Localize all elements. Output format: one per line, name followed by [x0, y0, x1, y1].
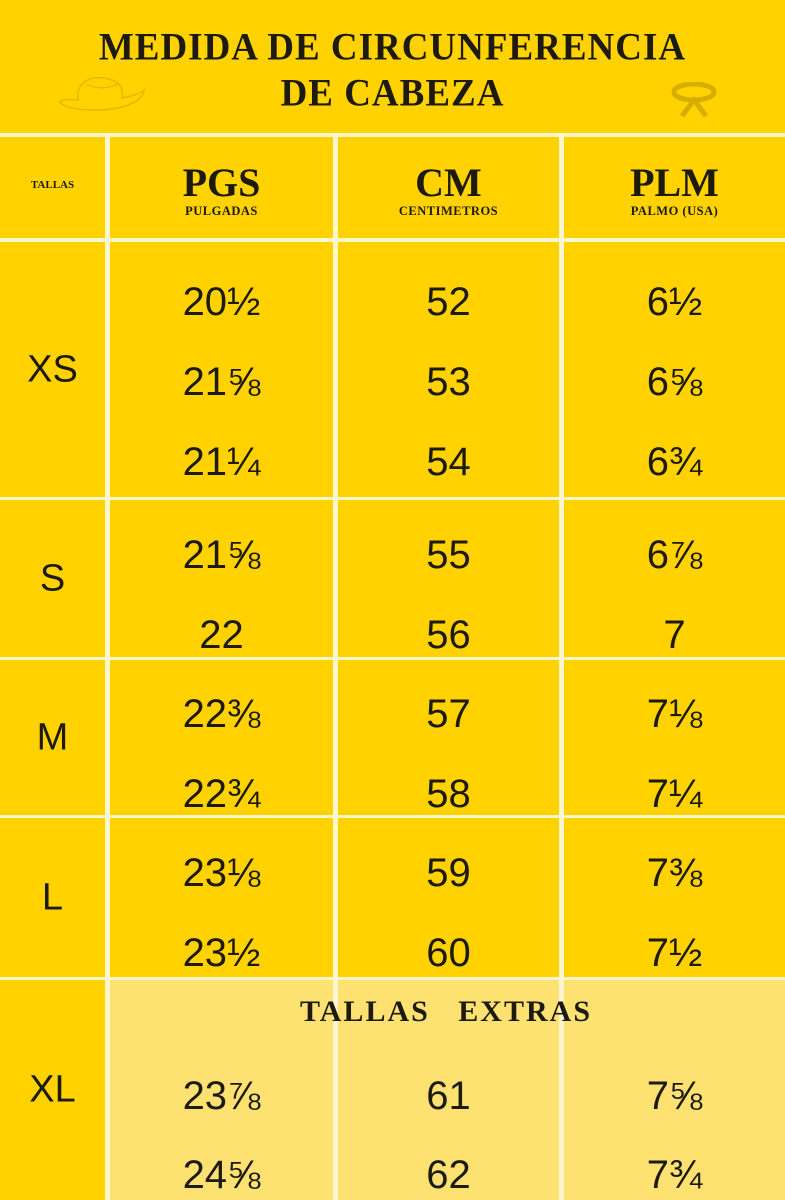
table-value: 62	[426, 1153, 471, 1197]
size-label: XL	[29, 1068, 76, 1111]
column-header-label: PGS	[182, 160, 261, 205]
value-column-cell: 7⅛ 7¼	[564, 660, 785, 816]
size-label: S	[39, 557, 66, 599]
table-value: 22¾	[182, 772, 261, 816]
table-value: 6⅝	[646, 360, 703, 404]
column-header-sublabel: PULGADAS	[185, 204, 258, 218]
value-column-cell: 6½ 6⅝ 6¾	[564, 242, 785, 497]
size-cell-m: M	[0, 660, 105, 815]
table-value: 24⅝	[182, 1153, 261, 1197]
value-column-cell: 6⅞ 7	[564, 500, 785, 657]
table-value: 7⅛	[646, 692, 703, 736]
value-column-cell: 55 56	[338, 500, 559, 657]
header-cell-plm: PLM PALMO (USA)	[564, 137, 785, 238]
size-cell-s: S	[0, 500, 105, 657]
table-value: 7¼	[646, 772, 703, 816]
extras-label: TALLAS EXTRAS	[299, 995, 593, 1028]
table-value: 21¼	[182, 440, 261, 484]
column-header-label: CM	[415, 160, 482, 205]
value-column-cell: 7⅝ 7¾	[564, 980, 785, 1200]
cowboy-hat-icon	[59, 76, 146, 111]
header-cell-pgs: PGS PULGADAS	[110, 137, 333, 238]
table-value: 6¾	[646, 440, 703, 484]
table-value: 57	[426, 692, 471, 736]
table-value: 54	[426, 440, 471, 484]
column-header-sublabel: CENTIMETROS	[398, 204, 499, 218]
table-value: 22⅜	[182, 692, 261, 736]
table-value: 7⅜	[646, 851, 703, 895]
value-column-cell: 7⅜ 7½	[564, 818, 785, 977]
table-value: 6½	[646, 280, 703, 324]
table-value: 6⅞	[646, 533, 703, 577]
table-value: 58	[426, 772, 471, 816]
title-line-2: DE CABEZA	[280, 71, 505, 116]
table-value: 20½	[182, 280, 261, 324]
value-column-cell: 57 58	[338, 660, 559, 816]
table-value: 7½	[646, 931, 703, 975]
column-header-sublabel: PALMO (USA)	[630, 204, 719, 218]
table-value: 52	[426, 280, 471, 324]
table-value: 23½	[182, 931, 261, 975]
table-value: 23⅞	[182, 1074, 261, 1118]
table-value: 7¾	[646, 1153, 703, 1197]
table-value: 21⅝	[182, 360, 261, 404]
table-value: 7	[663, 613, 686, 657]
header-cell-sizes: TALLAS	[0, 137, 105, 238]
size-label: L	[41, 876, 64, 918]
table-value: 23⅛	[182, 851, 261, 895]
table-value: 53	[426, 360, 471, 404]
value-column-cell: 20½ 21⅝ 21¼	[110, 242, 333, 497]
header-cell-cm: CM CENTIMETROS	[338, 137, 559, 238]
title-line-1: MEDIDA DE CIRCUNFERENCIA	[98, 25, 687, 70]
value-column-cell: 52 53 54	[338, 242, 559, 497]
table-value: 56	[426, 613, 471, 657]
value-column-cell: 61 62	[338, 980, 559, 1200]
size-cell-xs: XS	[0, 242, 105, 497]
size-cell-xl: XL	[0, 980, 105, 1200]
brand-logo-icon	[671, 82, 717, 118]
title-banner: MEDIDA DE CIRCUNFERENCIA DE CABEZA	[0, 0, 785, 133]
table-value: 22	[199, 613, 244, 657]
sizes-header-label: TALLAS	[30, 179, 75, 191]
table-value: 7⅝	[646, 1074, 703, 1118]
table-value: 55	[426, 533, 471, 577]
size-label: XS	[27, 348, 78, 390]
table-value: 21⅝	[182, 533, 261, 577]
table-value: 61	[426, 1074, 471, 1118]
column-header-label: PLM	[630, 160, 719, 205]
value-column-cell: 21⅝ 22	[110, 500, 333, 657]
table-value: 60	[426, 931, 471, 975]
value-column-cell: 22⅜ 22¾	[110, 660, 333, 816]
size-cell-l: L	[0, 818, 105, 977]
size-label: M	[36, 716, 69, 758]
table-value: 59	[426, 851, 471, 895]
value-column-cell: 59 60	[338, 818, 559, 977]
value-column-cell: 23⅞ 24⅝	[110, 980, 333, 1200]
value-column-cell: 23⅛ 23½	[110, 818, 333, 977]
